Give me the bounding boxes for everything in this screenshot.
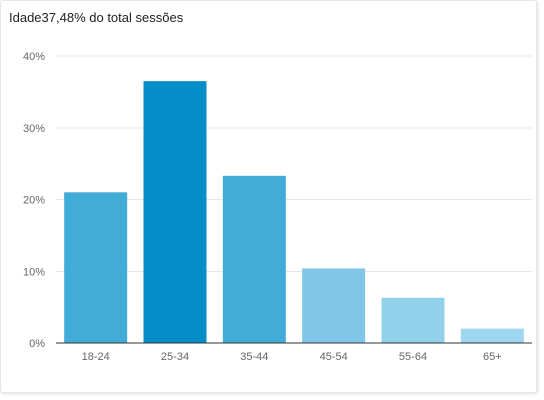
x-tick-label: 18-24 [82, 351, 110, 363]
chart-title: Idade37,48% do total sessões [9, 10, 183, 25]
x-tick-label: 55-64 [399, 351, 427, 363]
chart-title-label: Idade [9, 10, 42, 25]
y-tick-label: 0% [29, 338, 45, 350]
x-tick-label: 35-44 [240, 351, 268, 363]
bar-18-24 [64, 192, 128, 343]
x-tick-label: 45-54 [320, 351, 348, 363]
x-tick-label: 65+ [483, 351, 502, 363]
bar-25-34 [143, 81, 207, 344]
bar-65+ [460, 328, 524, 343]
y-tick-label: 40% [23, 51, 45, 63]
y-tick-label: 10% [23, 266, 45, 278]
bar-45-54 [302, 268, 366, 343]
bar-35-44 [222, 175, 286, 343]
x-tick-label: 25-34 [161, 351, 189, 363]
y-tick-label: 20% [23, 195, 45, 207]
y-tick-label: 30% [23, 123, 45, 135]
bar-55-64 [381, 297, 445, 343]
chart-title-summary: 37,48% do total sessões [41, 10, 184, 25]
